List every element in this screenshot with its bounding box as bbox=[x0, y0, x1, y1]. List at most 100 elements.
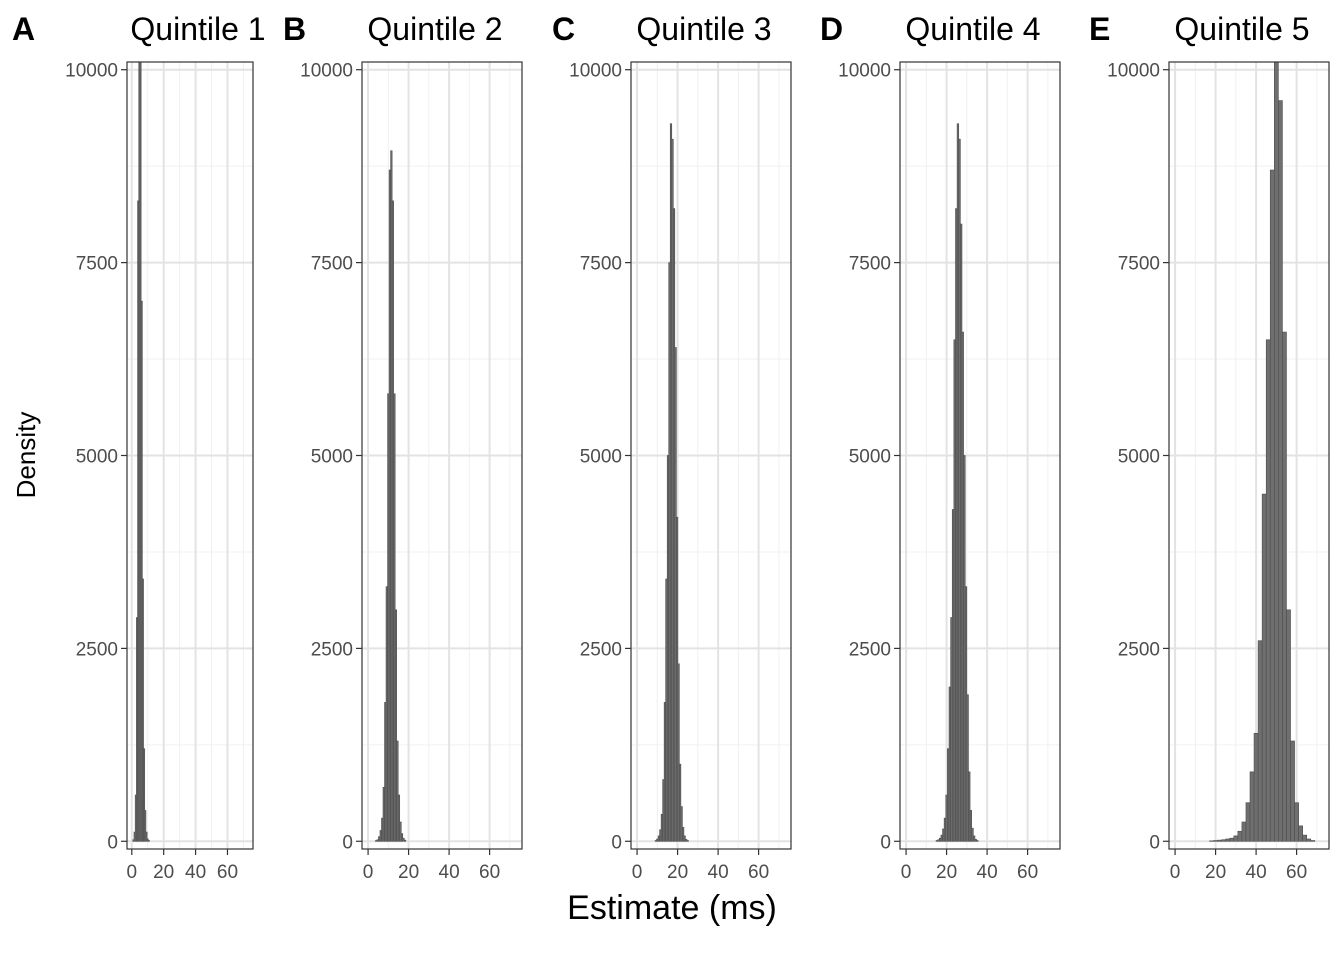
y-tick-label: 10000 bbox=[65, 61, 118, 82]
x-tick-label: 60 bbox=[479, 862, 500, 883]
y-tick-label: 7500 bbox=[580, 254, 622, 275]
x-tick-label: 40 bbox=[708, 862, 729, 883]
histogram-bar bbox=[1282, 331, 1287, 842]
histogram-bar bbox=[400, 833, 404, 842]
panel-title: Quintile 1 bbox=[130, 11, 265, 47]
histogram-bar bbox=[1290, 740, 1295, 842]
y-tick-label: 7500 bbox=[311, 254, 353, 275]
panel-e: 0 2500 5000 7500 10000 0 20 40 60 E Quintile 5 bbox=[1089, 11, 1330, 883]
panel-title: Quintile 3 bbox=[636, 11, 771, 47]
histogram-bar bbox=[680, 806, 683, 842]
y-axis-title: Density bbox=[11, 412, 41, 499]
y-tick-label: 10000 bbox=[569, 61, 622, 82]
histogram-bar bbox=[399, 821, 402, 842]
histogram-bar bbox=[1306, 838, 1312, 842]
histogram-bar bbox=[1298, 825, 1303, 842]
y-tick-label: 0 bbox=[611, 832, 622, 853]
panel-c: 0 2500 5000 7500 10000 0 20 40 60 C Quintile 3 bbox=[552, 11, 792, 883]
histogram-bars bbox=[1209, 62, 1316, 842]
histogram-bar bbox=[1274, 62, 1279, 842]
y-tick-label: 0 bbox=[880, 832, 891, 853]
histogram-bar bbox=[397, 794, 401, 842]
histogram-bar bbox=[968, 771, 971, 842]
x-axis-title: Estimate (ms) bbox=[567, 889, 777, 927]
panel-letter: E bbox=[1089, 11, 1110, 47]
histogram-bar bbox=[1221, 839, 1227, 842]
x-tick-label: 0 bbox=[363, 862, 374, 883]
histogram-bars bbox=[375, 150, 407, 842]
histogram-bar bbox=[683, 835, 686, 842]
histogram-bar bbox=[1229, 837, 1235, 842]
histogram-bar bbox=[148, 840, 150, 842]
x-tick-label: 0 bbox=[1170, 862, 1181, 883]
x-tick-label: 60 bbox=[1286, 862, 1307, 883]
histogram-bar bbox=[976, 840, 979, 842]
histogram-bar bbox=[143, 748, 146, 842]
y-tick-label: 7500 bbox=[1118, 254, 1160, 275]
histogram-bar bbox=[966, 694, 969, 842]
histogram-bar bbox=[1294, 802, 1299, 842]
x-tick-label: 0 bbox=[126, 862, 137, 883]
histogram-bar bbox=[1302, 834, 1308, 842]
x-tick-label: 40 bbox=[977, 862, 998, 883]
y-tick-label: 10000 bbox=[300, 61, 353, 82]
y-tick-label: 2500 bbox=[849, 639, 891, 660]
histogram-bar bbox=[144, 810, 147, 842]
panel-a: 0 2500 5000 7500 10000 0 20 40 60 A Quintile 1 bbox=[12, 11, 266, 883]
y-tick-label: 5000 bbox=[849, 447, 891, 468]
histogram-bar bbox=[1241, 821, 1247, 842]
panel-title: Quintile 5 bbox=[1174, 11, 1309, 47]
histogram-bar bbox=[146, 838, 149, 842]
histogram-bars bbox=[654, 123, 689, 842]
y-tick-label: 0 bbox=[342, 832, 353, 853]
histogram-bars bbox=[935, 123, 979, 842]
histogram-bar bbox=[677, 663, 680, 842]
x-tick-label: 0 bbox=[901, 862, 912, 883]
histogram-bar bbox=[679, 763, 682, 842]
y-tick-label: 10000 bbox=[838, 61, 891, 82]
y-tick-label: 2500 bbox=[1118, 639, 1160, 660]
histogram-bar bbox=[1237, 830, 1243, 842]
panel-letter: C bbox=[552, 11, 575, 47]
histogram-bar bbox=[396, 740, 399, 842]
x-tick-label: 60 bbox=[1017, 862, 1038, 883]
y-tick-label: 10000 bbox=[1107, 61, 1160, 82]
x-tick-label: 0 bbox=[632, 862, 643, 883]
histogram-bar bbox=[1225, 838, 1231, 842]
y-tick-label: 7500 bbox=[76, 254, 118, 275]
x-tick-label: 20 bbox=[1205, 862, 1226, 883]
gridlines bbox=[900, 62, 1060, 849]
histogram-bar bbox=[140, 300, 143, 842]
y-tick-label: 5000 bbox=[311, 447, 353, 468]
x-tick-label: 40 bbox=[185, 862, 206, 883]
y-tick-label: 2500 bbox=[580, 639, 622, 660]
histogram-bar bbox=[1245, 802, 1251, 842]
histogram-bar bbox=[145, 831, 148, 842]
panel-letter: A bbox=[12, 11, 35, 47]
y-tick-label: 0 bbox=[107, 832, 118, 853]
panel-title: Quintile 2 bbox=[367, 11, 502, 47]
panel-d: 0 2500 5000 7500 10000 0 20 40 60 D Quintile 4 bbox=[820, 11, 1061, 883]
panels: 0 2500 5000 7500 10000 0 20 40 60 A Quintile 1 0 250… bbox=[12, 11, 1330, 883]
histogram-bar bbox=[1217, 839, 1222, 842]
panel-letter: D bbox=[820, 11, 843, 47]
histogram-bar bbox=[1310, 840, 1316, 842]
x-tick-label: 20 bbox=[936, 862, 957, 883]
histogram-bar bbox=[1257, 640, 1263, 842]
y-tick-label: 2500 bbox=[311, 639, 353, 660]
x-tick-label: 20 bbox=[398, 862, 419, 883]
panel-b: 0 2500 5000 7500 10000 0 20 40 60 B Quintile 2 bbox=[283, 11, 523, 883]
x-tick-label: 40 bbox=[439, 862, 460, 883]
histogram-bar bbox=[969, 810, 972, 842]
histogram-bar bbox=[971, 827, 974, 842]
histogram-bar bbox=[1253, 732, 1259, 842]
histogram-bar bbox=[403, 839, 407, 842]
histogram-bar bbox=[1233, 835, 1239, 842]
y-tick-label: 5000 bbox=[1118, 447, 1160, 468]
panel-title: Quintile 4 bbox=[905, 11, 1040, 47]
histogram-bar bbox=[1265, 339, 1271, 842]
y-tick-label: 5000 bbox=[76, 447, 118, 468]
histogram-bar bbox=[1213, 840, 1218, 842]
y-tick-label: 7500 bbox=[849, 254, 891, 275]
